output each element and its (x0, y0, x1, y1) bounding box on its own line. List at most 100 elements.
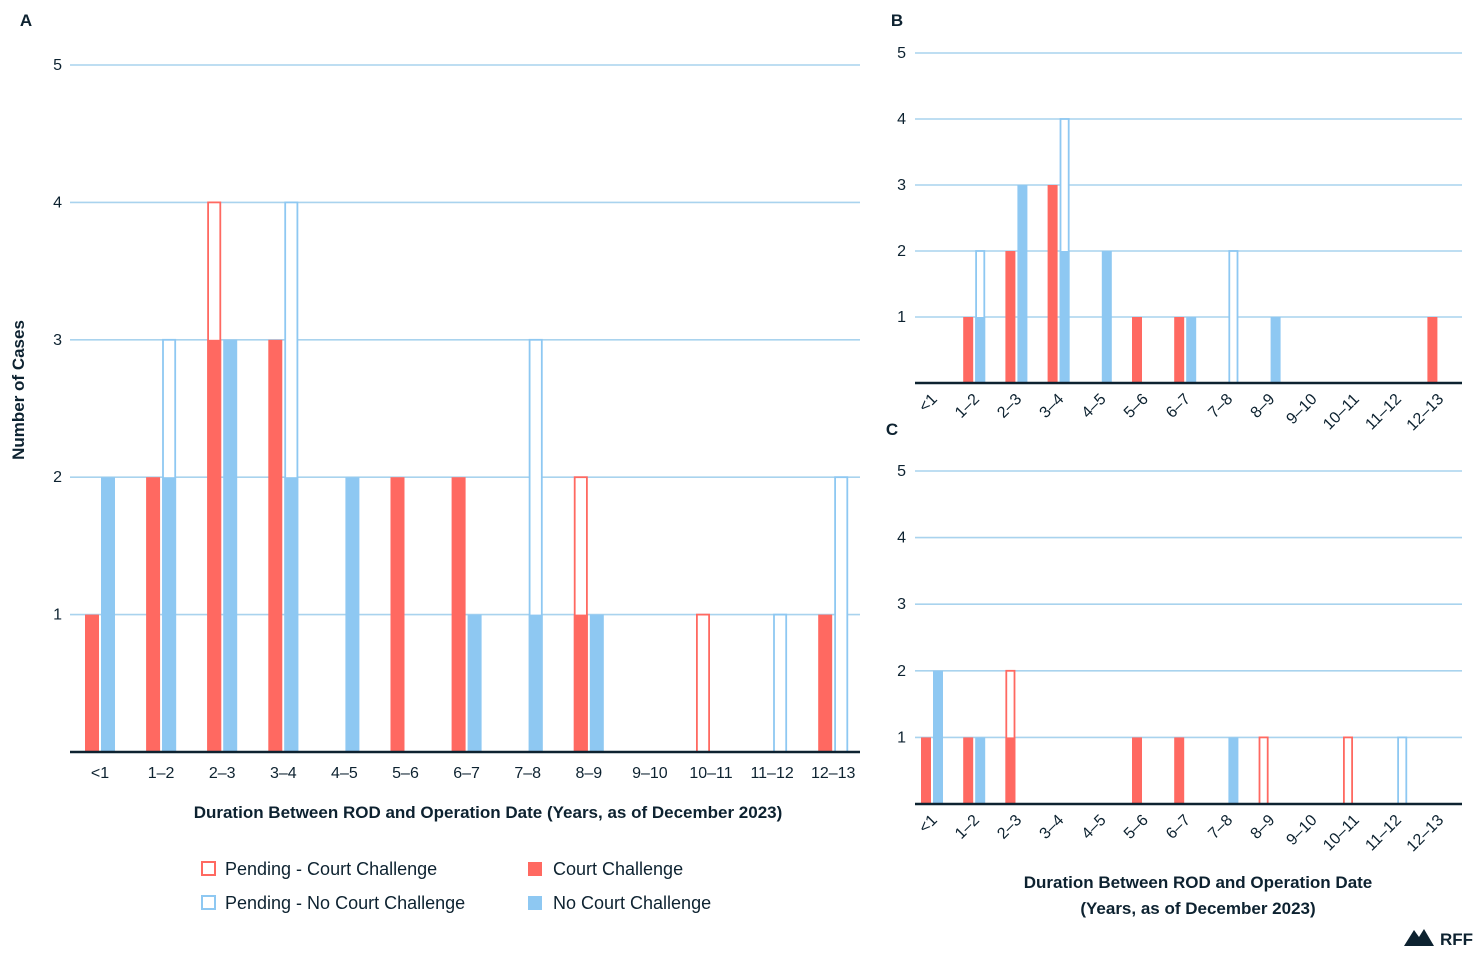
bar-pending-no-court-challenge (834, 476, 849, 753)
bar-no-court-challenge (589, 614, 604, 752)
bar-no-court-challenge (162, 477, 177, 752)
legend-swatch-no-court (528, 896, 542, 910)
x-tick-label: 4–5 (1079, 812, 1110, 843)
y-tick-label: 5 (897, 45, 906, 62)
x-axis-title: (Years, as of December 2023) (1080, 899, 1315, 918)
x-axis-title: Duration Between ROD and Operation Date (1024, 873, 1373, 892)
bar-no-court-challenge (528, 614, 543, 752)
x-tick-label: 9–10 (1283, 391, 1320, 428)
bar-no-court-challenge (933, 670, 943, 804)
x-tick-label: 8–9 (1248, 391, 1279, 422)
legend-item-pending-court: Pending - Court Challenge (201, 859, 437, 879)
bar-pending-no-court-challenge (773, 613, 788, 753)
bar-pending-court-challenge (696, 613, 711, 753)
y-tick-label: 2 (897, 243, 906, 260)
legend-item-pending-no-court: Pending - No Court Challenge (201, 893, 465, 913)
bar-pending-no-court-challenge (1397, 736, 1408, 805)
legend-label-pending-no-court: Pending - No Court Challenge (225, 893, 465, 913)
x-tick-label: <1 (916, 391, 941, 416)
bar-no-court-challenge (1270, 317, 1281, 383)
legend-swatch-pending-court (201, 861, 216, 876)
x-tick-label: 3–4 (1037, 812, 1068, 843)
y-tick-label: 1 (897, 309, 906, 326)
bar-no-court-challenge (345, 477, 360, 752)
legend-label-no-court: No Court Challenge (553, 893, 711, 913)
x-tick-label: 3–4 (1037, 391, 1068, 422)
x-tick-label: 4–5 (331, 765, 358, 782)
x-tick-label: 4–5 (1079, 391, 1110, 422)
legend-item-court: Court Challenge (528, 859, 683, 879)
bar-pending-court-challenge (1258, 736, 1269, 805)
y-tick-label: 1 (897, 729, 906, 746)
bar-court-challenge (1047, 185, 1058, 383)
x-tick-label: 12–13 (811, 765, 856, 782)
x-tick-label: 12–13 (1404, 812, 1448, 856)
x-tick-label: 5–6 (392, 765, 419, 782)
legend-swatch-pending-no-court (201, 895, 216, 910)
x-tick-label: 1–2 (952, 812, 983, 843)
x-tick-label: 7–8 (514, 765, 541, 782)
x-tick-label: 1–2 (148, 765, 175, 782)
y-axis-title: Number of Cases (9, 320, 28, 460)
x-tick-label: 2–3 (209, 765, 236, 782)
bar-no-court-challenge (975, 737, 986, 804)
x-tick-label: 6–7 (453, 765, 480, 782)
x-axis-title: Duration Between ROD and Operation Date … (194, 803, 783, 822)
x-tick-label: 1–2 (952, 391, 983, 422)
panel-label: B (891, 11, 903, 30)
bar-court-challenge (451, 477, 466, 752)
bar-court-challenge (573, 614, 588, 752)
x-tick-label: 10–11 (1320, 812, 1363, 855)
bar-court-challenge (1427, 317, 1438, 383)
bar-no-court-challenge (467, 614, 482, 752)
y-tick-label: 2 (53, 469, 62, 486)
panel-label: A (20, 11, 32, 30)
bar-no-court-challenge (1017, 185, 1028, 383)
chart-b: 1 2 3 4 5 <1 1–2 2–3 3–4 4–5 5–6 6–7 7–8 8–9 9–10 10–11… (891, 11, 1462, 434)
x-tick-label: 7–8 (1205, 812, 1236, 843)
y-tick-label: 5 (53, 57, 62, 74)
bar-court-challenge (963, 737, 974, 804)
bar-no-court-challenge (1228, 737, 1239, 804)
chart-c: 1 2 3 4 5 <1 1–2 2–3 3–4 4–5 5–6 6–7 7–8 8–9 9–10 10–11… (886, 420, 1462, 918)
y-tick-label: 4 (53, 194, 62, 211)
legend-item-no-court: No Court Challenge (528, 893, 711, 913)
brand: RFF (1404, 929, 1473, 949)
legend: Pending - Court Challenge Court Challeng… (201, 859, 711, 913)
x-tick-label: 10–11 (1320, 391, 1363, 434)
y-tick-label: 3 (53, 332, 62, 349)
y-tick-label: 3 (897, 177, 906, 194)
bar-no-court-challenge (1101, 251, 1112, 383)
bar-court-challenge (818, 614, 833, 752)
legend-label-court: Court Challenge (553, 859, 683, 879)
brand-name: RFF (1440, 930, 1473, 949)
bar-no-court-challenge (284, 477, 299, 752)
x-tick-label: 11–12 (1362, 391, 1405, 434)
x-tick-label: 11–12 (750, 765, 793, 782)
bar-court-challenge (268, 339, 283, 752)
x-tick-label: 2–3 (994, 812, 1025, 843)
x-tick-label: 12–13 (1404, 391, 1448, 435)
bar-no-court-challenge (1059, 251, 1070, 383)
legend-label-pending-court: Pending - Court Challenge (225, 859, 437, 879)
x-tick-label: 11–12 (1362, 812, 1405, 855)
x-tick-label: 8–9 (1248, 812, 1279, 843)
bar-court-challenge (963, 317, 974, 383)
bar-court-challenge (1005, 737, 1016, 804)
bar-court-challenge (1005, 251, 1016, 383)
bar-court-challenge (921, 737, 931, 804)
x-tick-label: 9–10 (632, 765, 668, 782)
panel-label: C (886, 420, 898, 439)
x-tick-label: 2–3 (994, 391, 1025, 422)
bar-no-court-challenge (223, 339, 238, 752)
x-tick-label: 9–10 (1283, 812, 1320, 849)
bar-pending-court-challenge (1343, 736, 1354, 805)
bar-court-challenge (1174, 737, 1185, 804)
legend-swatch-court (528, 862, 542, 876)
bar-no-court-challenge (101, 477, 115, 752)
x-tick-label: 6–7 (1163, 391, 1194, 422)
x-tick-label: 8–9 (575, 765, 602, 782)
x-tick-label: <1 (916, 812, 941, 837)
y-tick-label: 2 (897, 663, 906, 680)
